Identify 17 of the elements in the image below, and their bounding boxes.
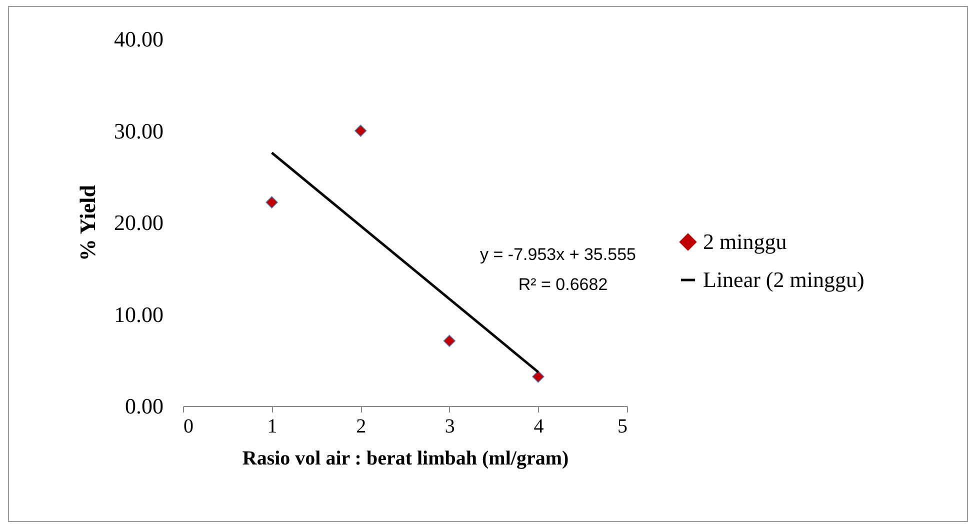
x-tick-label: 3 <box>444 416 455 438</box>
y-tick-label: 40.00 <box>114 26 164 52</box>
y-axis-title: % Yield <box>75 185 100 261</box>
y-tick-label: 20.00 <box>114 210 164 235</box>
annotation: R² = 0.6682 <box>518 275 608 294</box>
x-tick-label: 5 <box>618 416 628 438</box>
y-tick-label: 10.00 <box>114 302 164 327</box>
y-tick-label: 30.00 <box>114 118 164 144</box>
x-axis-title: Rasio vol air : berat limbah (ml/gram) <box>242 448 569 470</box>
y-tick-label: 0.00 <box>125 394 164 418</box>
legend-label: Linear (2 minggu) <box>703 267 864 292</box>
legend-label: 2 minggu <box>703 229 787 254</box>
x-tick-label: 0 <box>184 416 194 438</box>
x-tick-label: 1 <box>267 416 278 438</box>
x-tick-label: 4 <box>534 416 544 438</box>
annotation: y = -7.953x + 35.555 <box>480 245 636 264</box>
x-tick-label: 2 <box>356 416 366 438</box>
